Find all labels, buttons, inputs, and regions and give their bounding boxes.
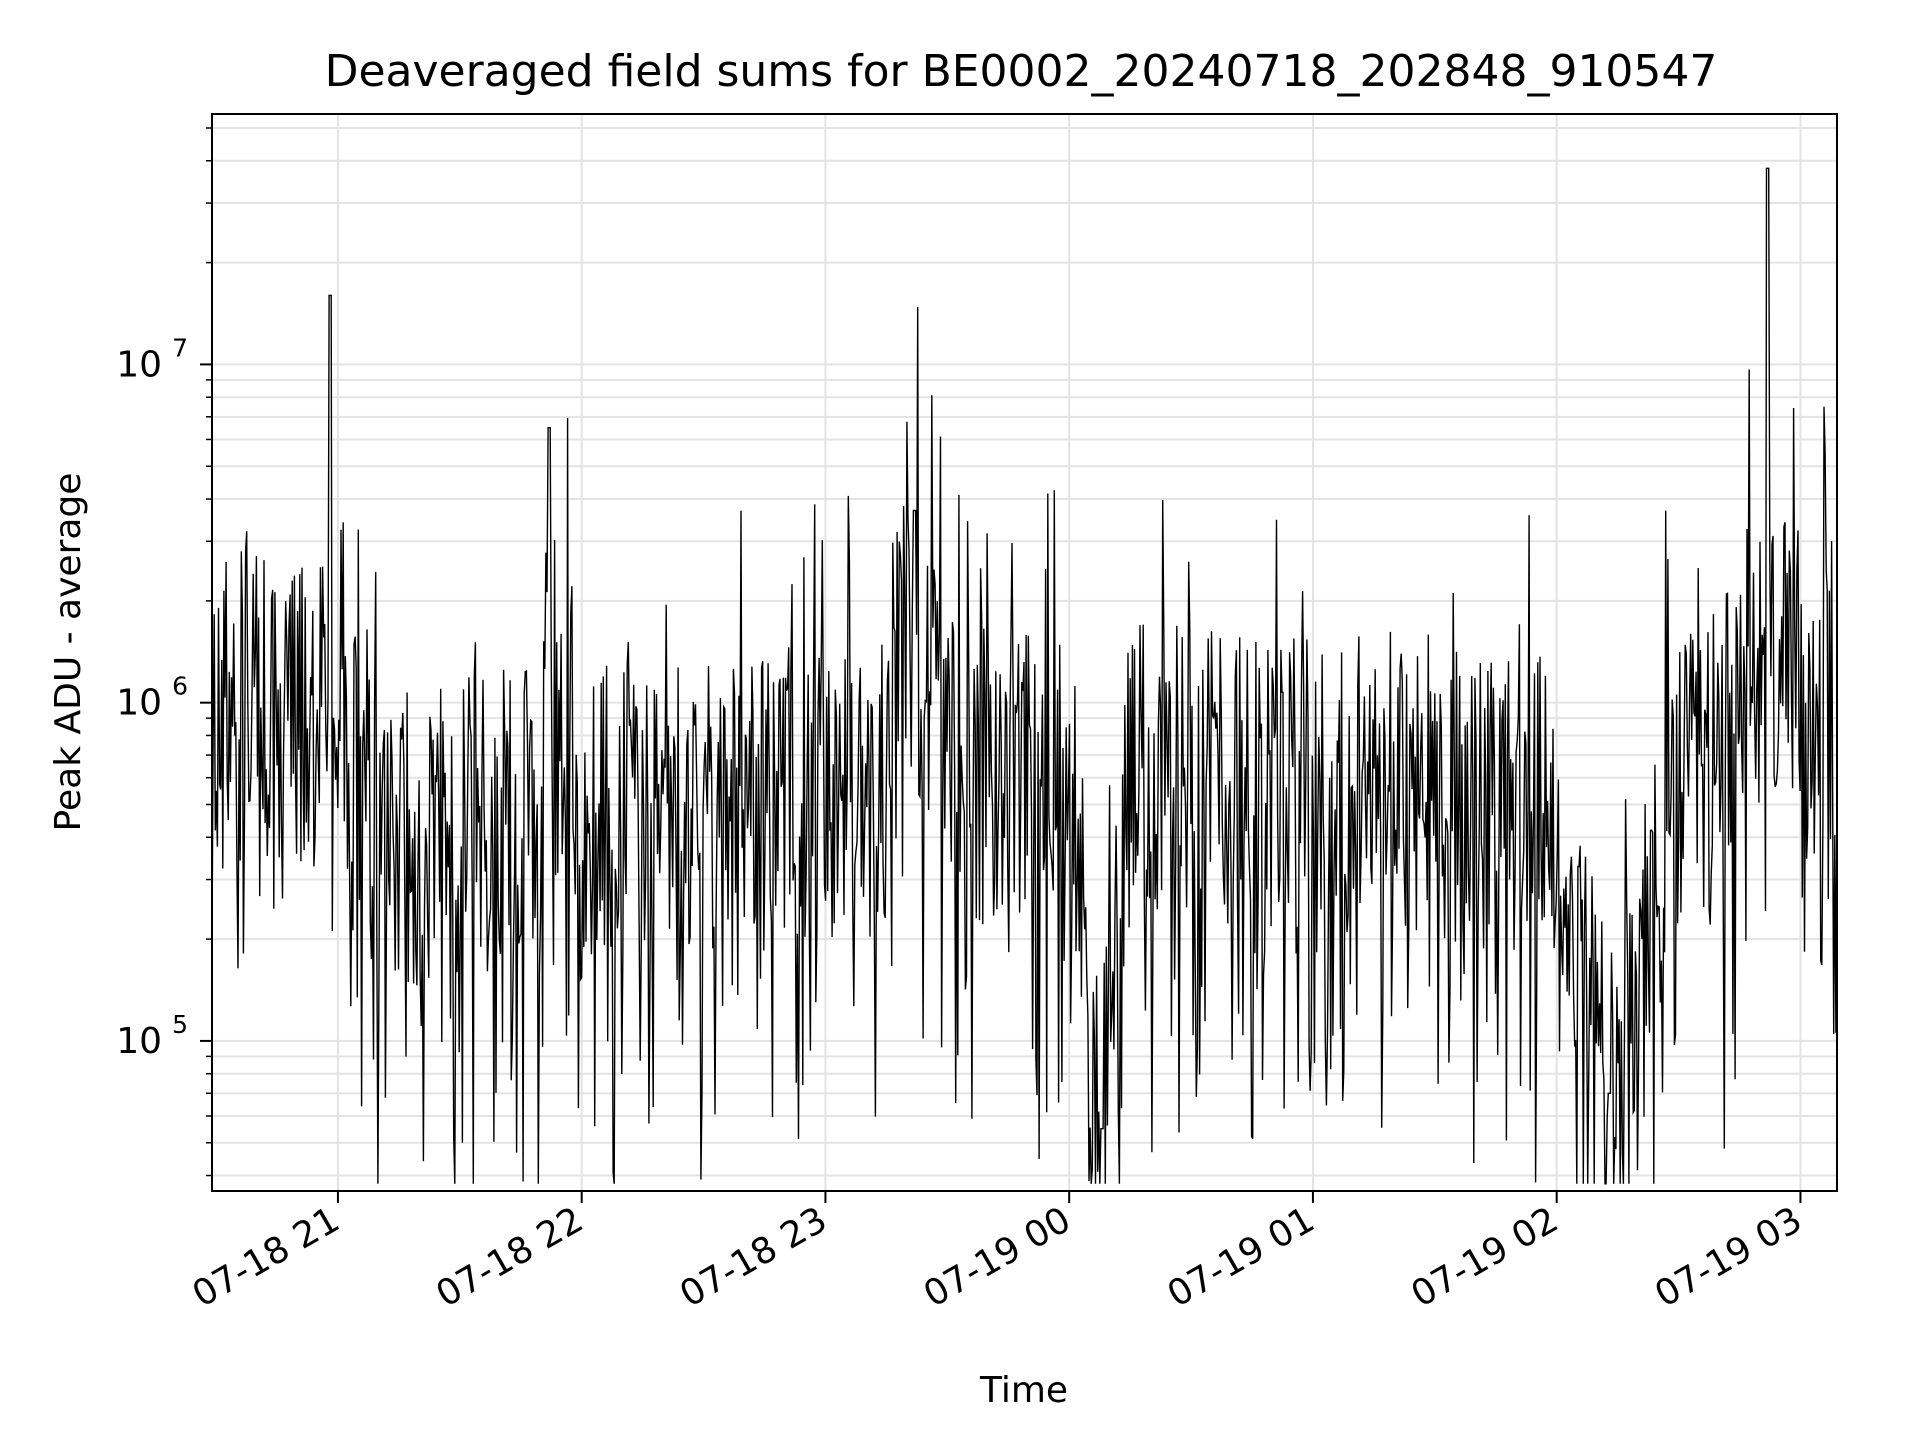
y-tick-label: 10 bbox=[116, 683, 162, 724]
x-tick-label: 07-18 23 bbox=[673, 1199, 834, 1315]
plot-frame bbox=[211, 113, 1838, 1192]
data-layer bbox=[211, 167, 1838, 1185]
x-tick-label: 07-19 02 bbox=[1405, 1199, 1566, 1315]
x-axis-label: Time bbox=[979, 1370, 1068, 1411]
y-axis-label: Peak ADU - average bbox=[48, 473, 89, 832]
y-tick-exponent: 5 bbox=[172, 1010, 188, 1039]
y-tick-exponent: 7 bbox=[172, 333, 188, 362]
y-tick-label: 10 bbox=[116, 1021, 162, 1062]
y-tick-label: 10 bbox=[116, 344, 162, 385]
chart-title: Deaveraged field sums for BE0002_2024071… bbox=[325, 46, 1718, 97]
y-tick-exponent: 6 bbox=[172, 672, 188, 701]
axis-layer: 07-18 21 07-18 22 07-18 23 07-19 00 07-19 01… bbox=[116, 127, 1809, 1316]
x-tick-label: 07-18 21 bbox=[186, 1199, 347, 1315]
x-tick-label: 07-19 03 bbox=[1648, 1199, 1809, 1315]
x-tick-label: 07-19 01 bbox=[1161, 1199, 1322, 1315]
x-tick-label: 07-18 22 bbox=[430, 1199, 591, 1315]
series-line bbox=[211, 167, 1838, 1185]
x-tick-label: 07-19 00 bbox=[917, 1199, 1078, 1315]
